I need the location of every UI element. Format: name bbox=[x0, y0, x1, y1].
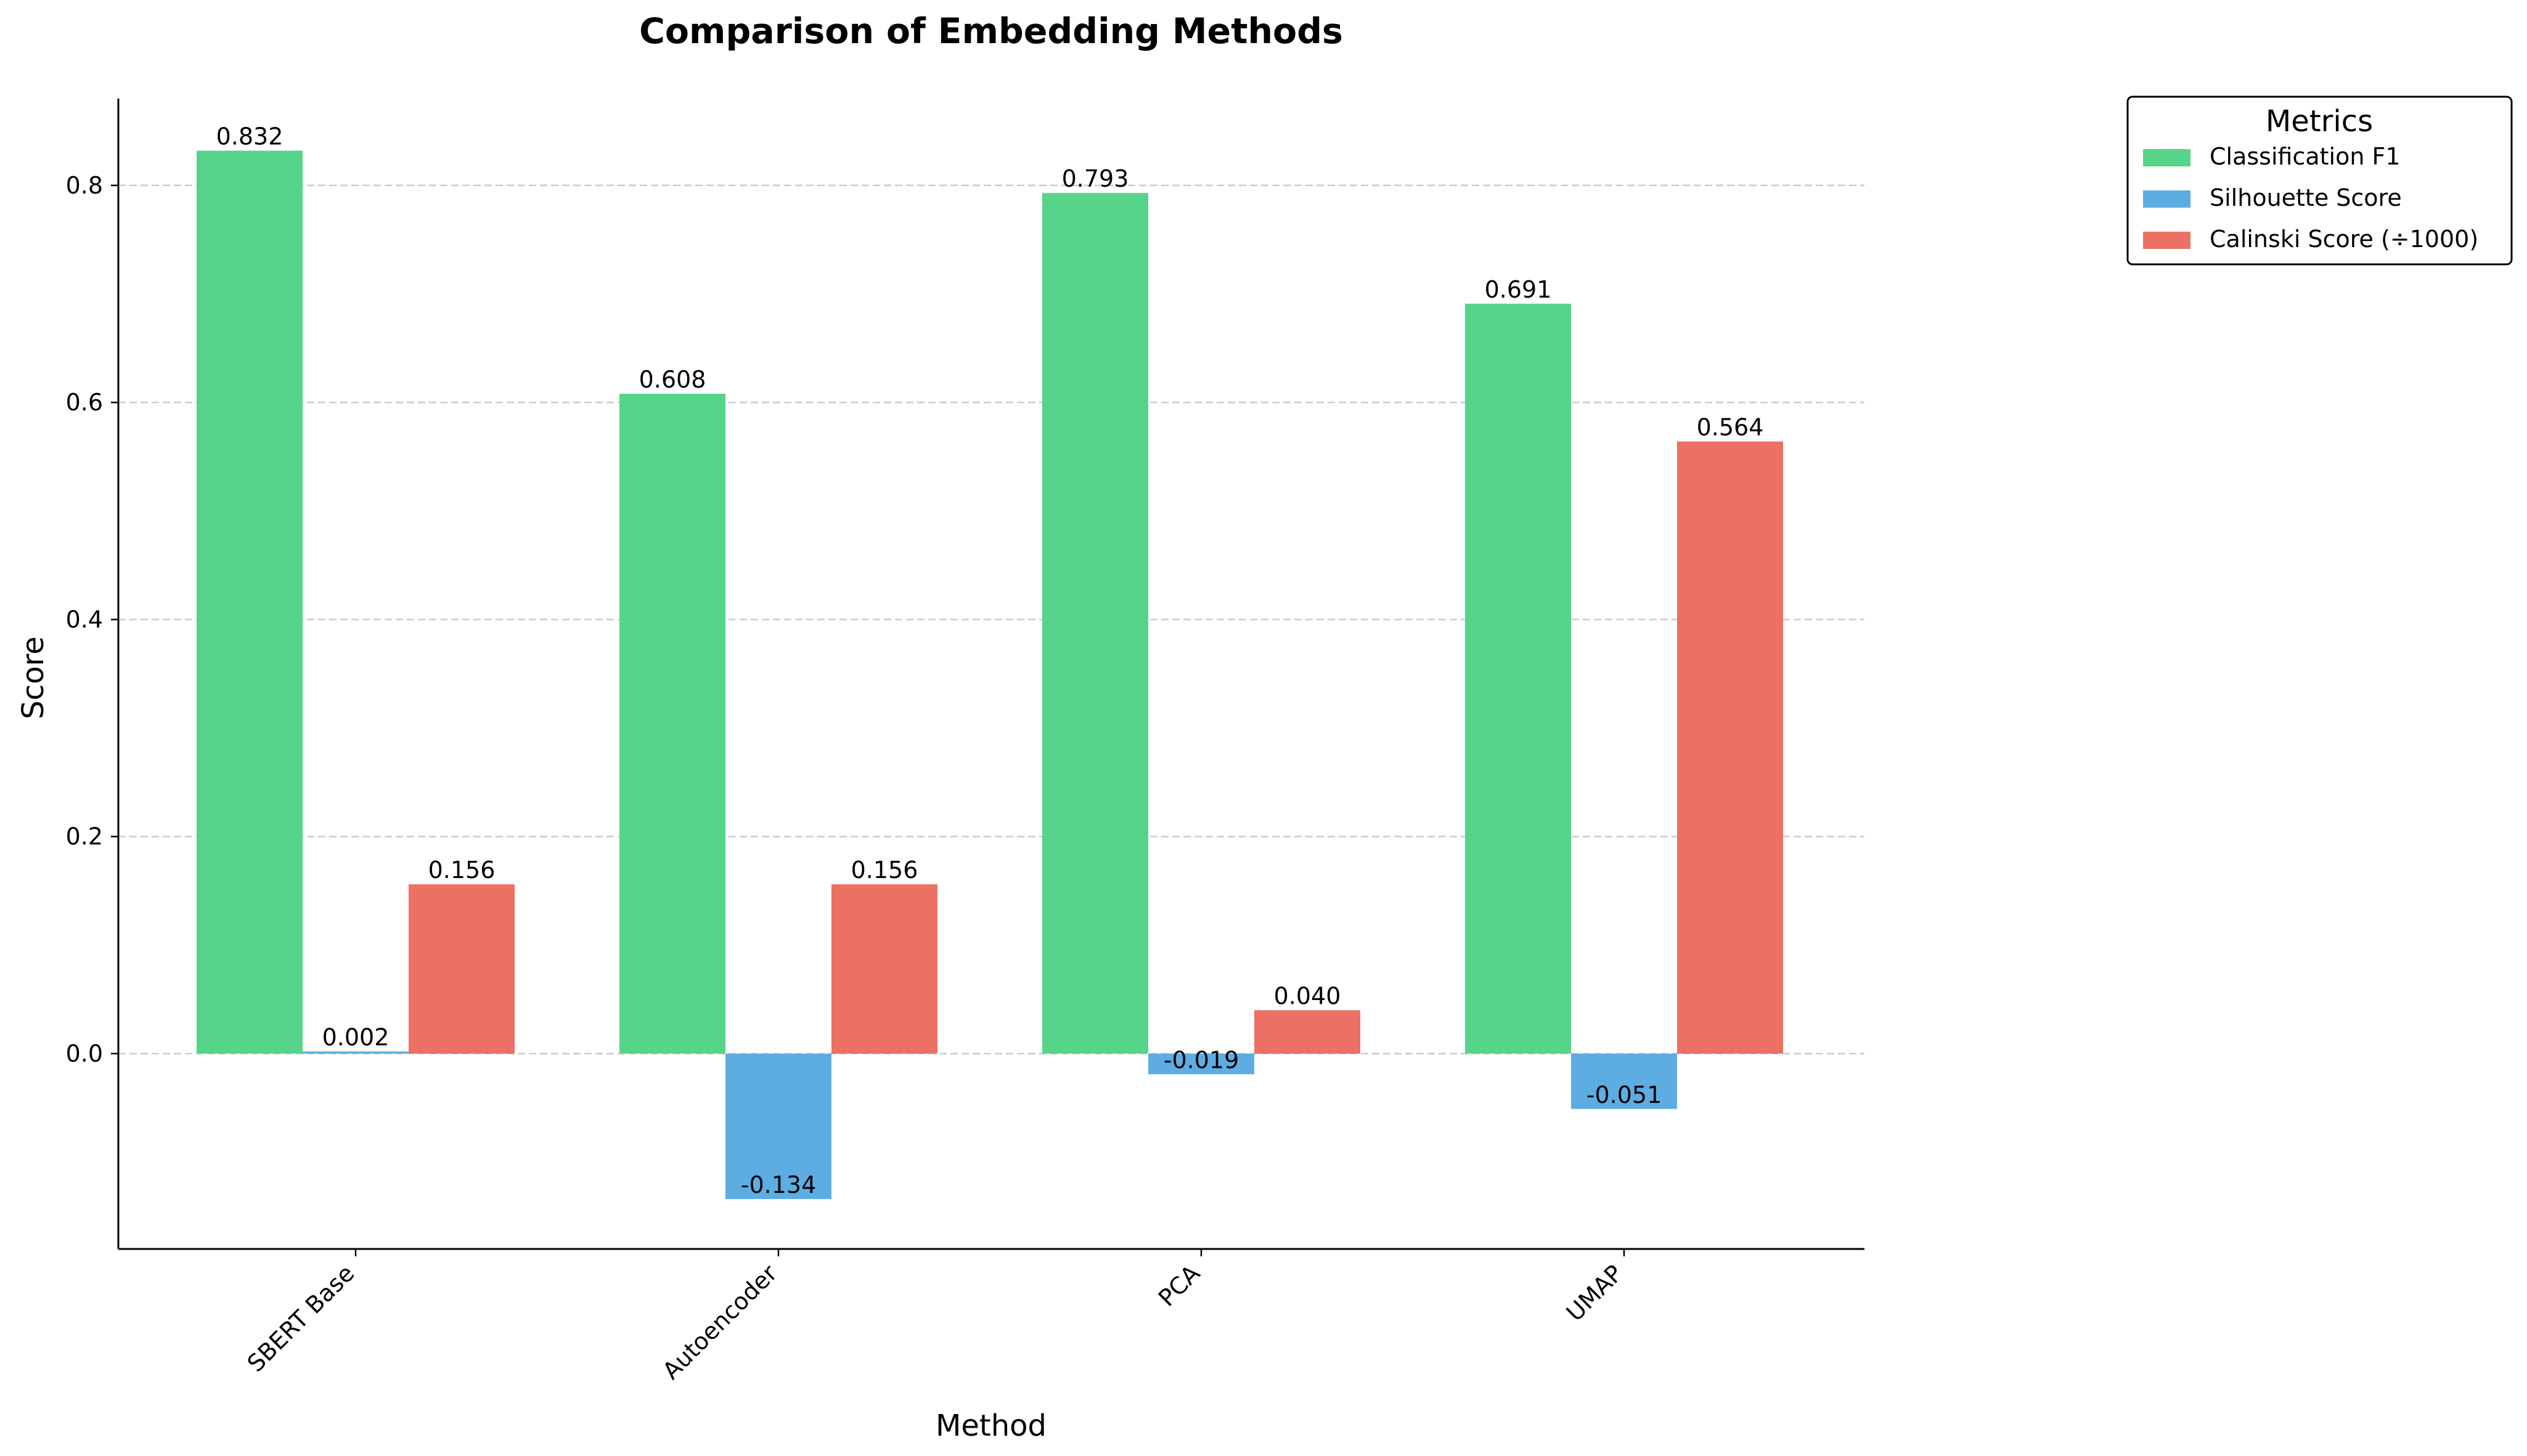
x-axis-label: Method bbox=[936, 1409, 1047, 1443]
bar bbox=[1465, 303, 1571, 1054]
data-label: -0.051 bbox=[1586, 1081, 1662, 1108]
bar bbox=[1148, 1053, 1254, 1075]
bar bbox=[1254, 1010, 1360, 1054]
legend-swatch bbox=[2143, 190, 2190, 208]
data-label: 0.832 bbox=[216, 123, 284, 150]
data-label: -0.019 bbox=[1164, 1046, 1239, 1073]
data-label: 0.002 bbox=[322, 1023, 390, 1051]
bar bbox=[409, 884, 515, 1054]
y-tick-label: 0.6 bbox=[66, 389, 103, 416]
legend-items: Classification F1 Silhouette Score Calinsk… bbox=[2143, 143, 2478, 253]
x-tick-label: UMAP bbox=[1561, 1259, 1628, 1327]
bar bbox=[831, 884, 937, 1054]
x-tick-label: PCA bbox=[1153, 1259, 1205, 1311]
x-ticks-group: SBERT Base Autoencoder PCA UMAP bbox=[242, 1249, 1628, 1385]
legend-label: Classification F1 bbox=[2210, 143, 2401, 170]
y-tick-label: 0.2 bbox=[66, 823, 103, 850]
bar bbox=[1677, 441, 1783, 1054]
x-tick-label: Autoencoder bbox=[657, 1259, 782, 1385]
grid-lines bbox=[118, 184, 1864, 1055]
bar bbox=[1042, 193, 1148, 1054]
data-label: 0.564 bbox=[1697, 414, 1764, 441]
y-tick-label: 0.0 bbox=[66, 1040, 103, 1067]
data-label: 0.040 bbox=[1274, 983, 1341, 1010]
legend-label: Calinski Score (÷1000) bbox=[2210, 226, 2478, 253]
data-label: 0.691 bbox=[1485, 276, 1552, 303]
bar bbox=[619, 394, 725, 1054]
data-label: 0.156 bbox=[428, 856, 496, 884]
y-axis-label: Score bbox=[16, 636, 51, 719]
bar bbox=[1571, 1053, 1677, 1109]
x-tick-label: SBERT Base bbox=[242, 1259, 360, 1377]
legend-label: Silhouette Score bbox=[2210, 184, 2402, 211]
axes bbox=[117, 99, 1864, 1250]
chart-title: Comparison of Embedding Methods bbox=[639, 11, 1343, 52]
legend-title: Metrics bbox=[2266, 104, 2373, 139]
legend-frame bbox=[2126, 96, 2513, 266]
data-label: -0.134 bbox=[741, 1171, 817, 1198]
bar bbox=[303, 1051, 409, 1054]
data-label: 0.608 bbox=[639, 366, 706, 393]
legend: Metrics Classification F1 Silhouette Scor… bbox=[2126, 96, 2513, 266]
y-tick-label: 0.8 bbox=[66, 172, 103, 199]
bar bbox=[197, 150, 303, 1054]
data-label: 0.156 bbox=[851, 856, 918, 884]
data-label: 0.793 bbox=[1062, 165, 1129, 192]
y-tick-label: 0.4 bbox=[66, 606, 103, 633]
bar bbox=[725, 1053, 831, 1199]
legend-swatch bbox=[2143, 149, 2190, 166]
legend-swatch bbox=[2143, 232, 2190, 249]
bars-group bbox=[197, 150, 1783, 1199]
y-ticks-group: 0.0 0.2 0.4 0.6 0.8 bbox=[66, 172, 118, 1067]
data-labels-group: 0.832 0.002 0.156 0.608 -0.134 0.156 0.793 -0.0… bbox=[216, 123, 1764, 1198]
